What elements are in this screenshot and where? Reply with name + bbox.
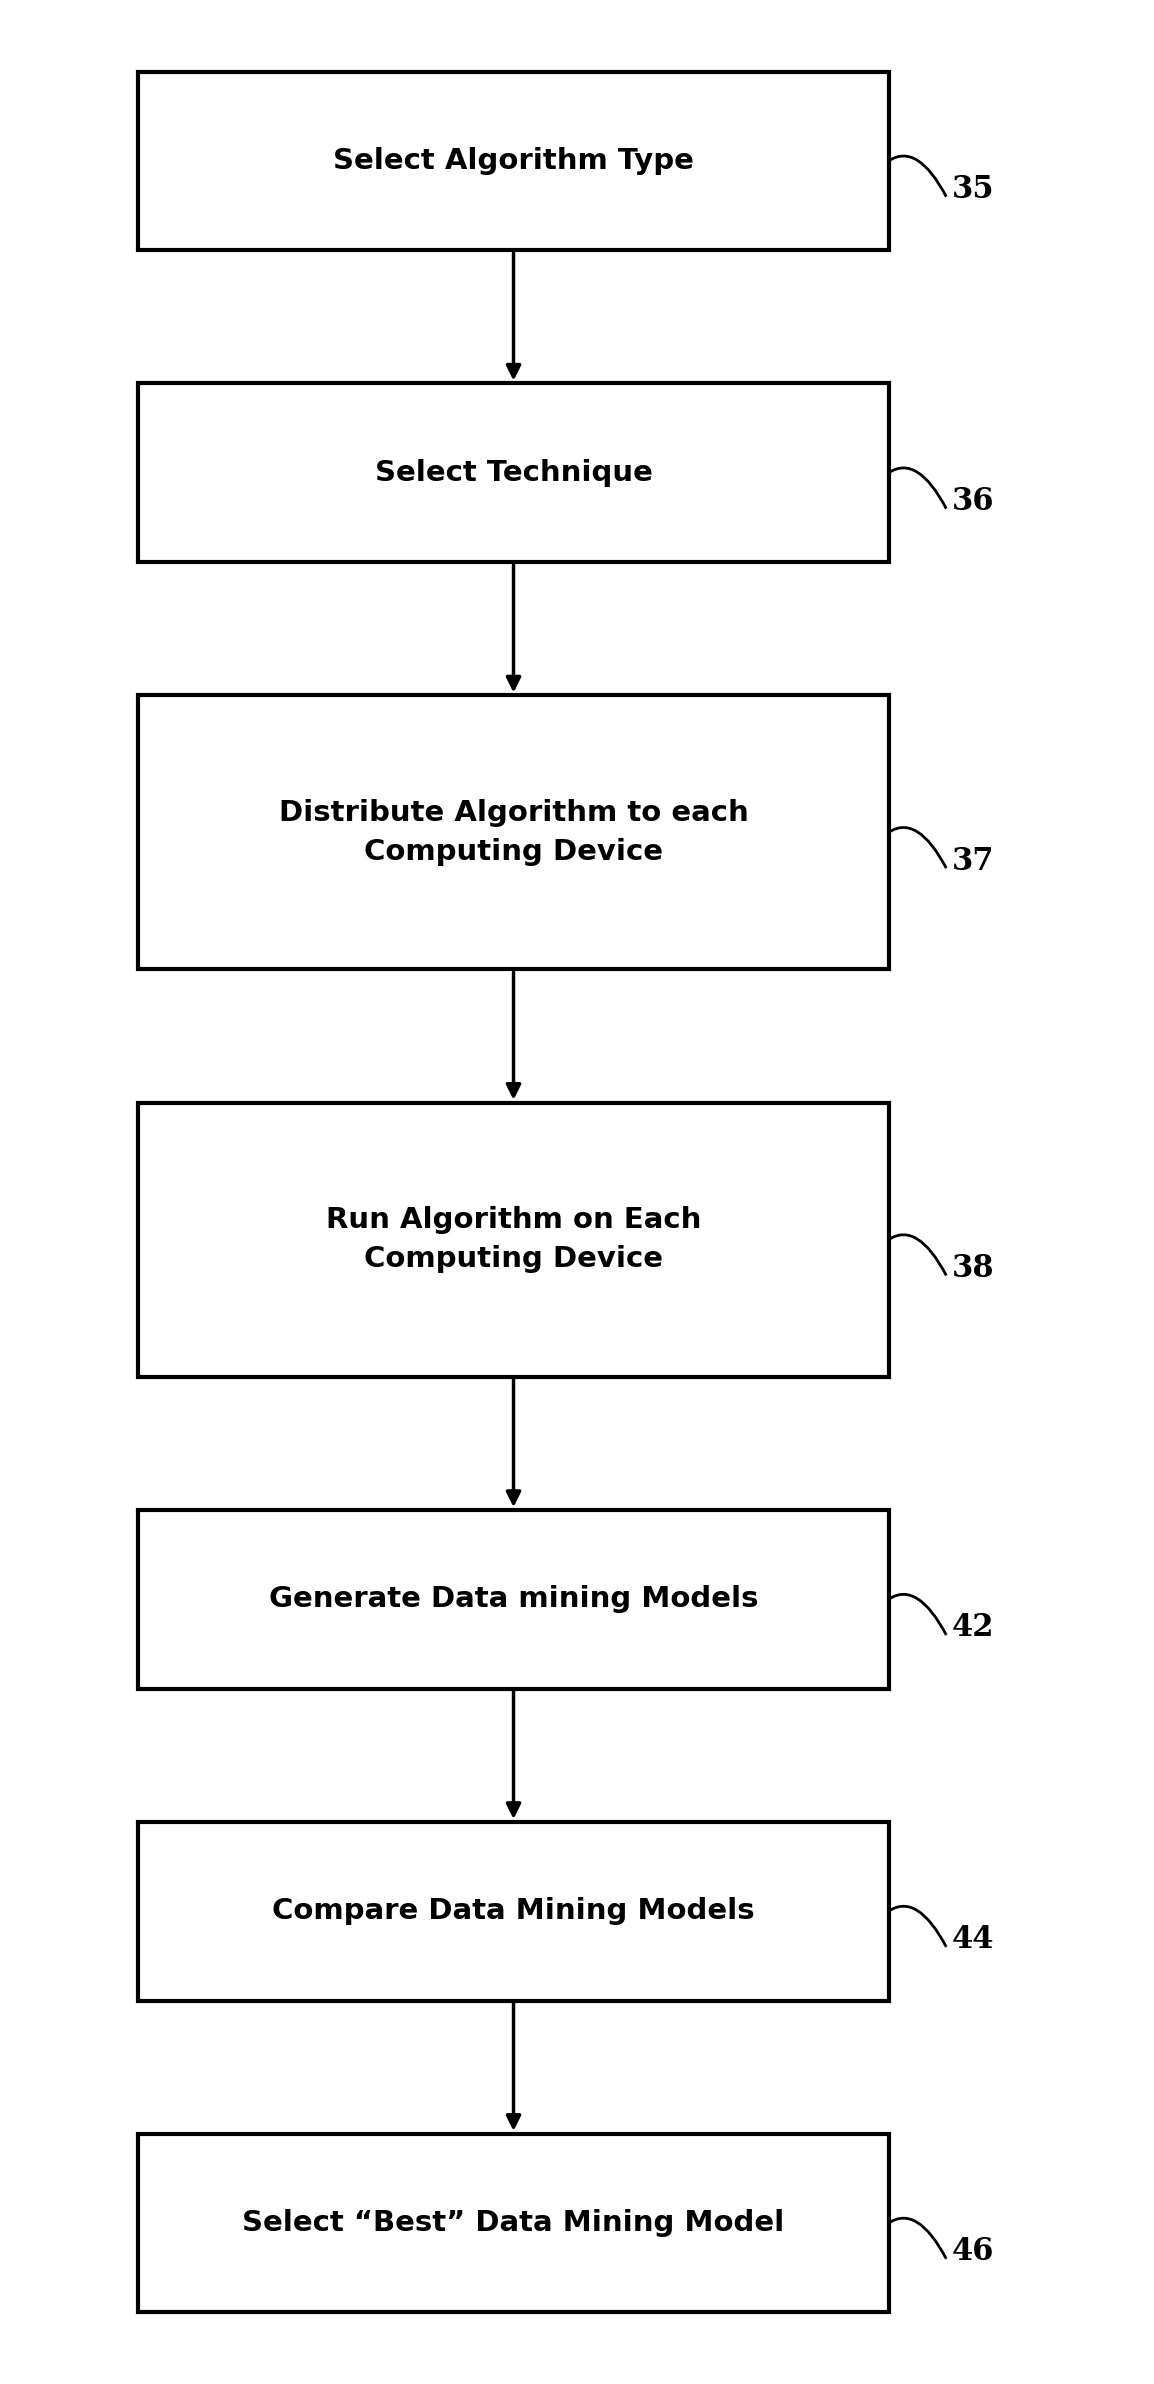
Bar [138,1821,889,2000]
Text: 37: 37 [952,846,995,877]
Text: Select “Best” Data Mining Model: Select “Best” Data Mining Model [242,2210,785,2236]
Text: 42: 42 [952,1612,995,1643]
Text: 38: 38 [952,1252,995,1285]
Text: Run Algorithm on Each
Computing Device: Run Algorithm on Each Computing Device [325,1206,702,1273]
Bar [138,2134,889,2312]
Bar [138,1509,889,1688]
Text: Generate Data mining Models: Generate Data mining Models [269,1585,758,1614]
Text: Distribute Algorithm to each
Computing Device: Distribute Algorithm to each Computing D… [278,799,749,865]
Text: 46: 46 [952,2236,995,2267]
Text: Select Technique: Select Technique [375,458,652,486]
Text: 35: 35 [952,174,995,205]
Text: 36: 36 [952,486,995,517]
Text: Compare Data Mining Models: Compare Data Mining Models [272,1898,755,1926]
Bar [138,1104,889,1378]
Bar [138,696,889,970]
Bar [138,72,889,250]
Text: Select Algorithm Type: Select Algorithm Type [334,148,694,174]
Text: 44: 44 [952,1924,995,1955]
Bar [138,384,889,563]
